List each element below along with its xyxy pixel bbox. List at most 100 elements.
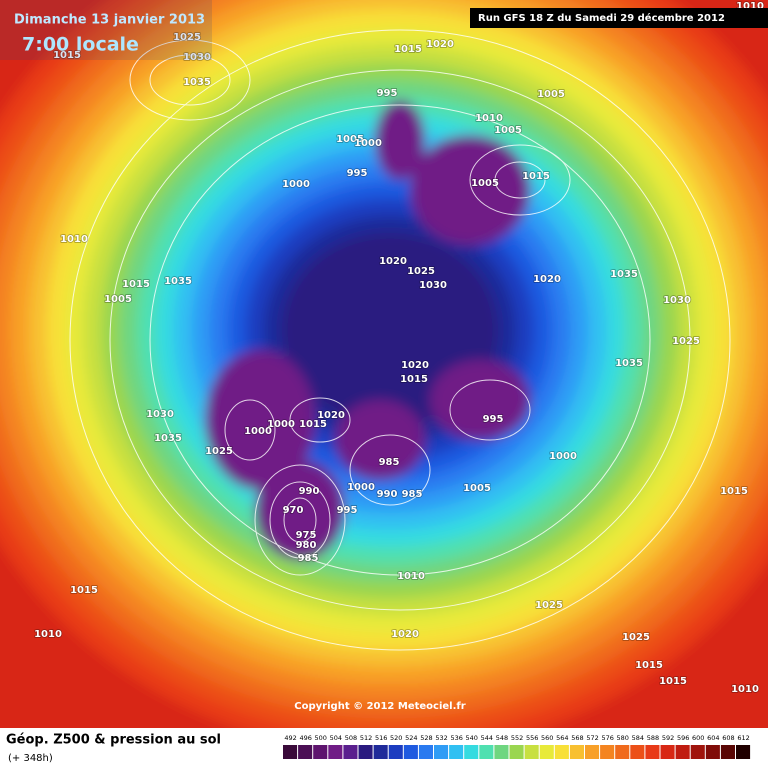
isobar-label: 1030 — [183, 52, 211, 63]
scale-label: 556 — [526, 734, 538, 742]
scale-label: 552 — [511, 734, 523, 742]
isobar-label: 1025 — [407, 266, 435, 277]
isobar-label: 975 — [296, 530, 317, 541]
isobar-label: 1010 — [397, 571, 425, 582]
color-scale: 492 496 500 504 508 512 516 520 524 528 532 536 540 5… — [283, 734, 751, 759]
scale-label: 492 — [284, 734, 296, 742]
scale-label: 584 — [632, 734, 644, 742]
run-box — [470, 8, 768, 28]
scale-label: 588 — [647, 734, 659, 742]
isobar-label: 1010 — [34, 629, 62, 640]
isobar-label: 1005 — [463, 483, 491, 494]
scale-swatch — [690, 745, 705, 759]
scale-swatch — [600, 745, 615, 759]
scale-swatch — [615, 745, 630, 759]
scale-swatch — [343, 745, 358, 759]
isobar-label: 985 — [298, 553, 319, 564]
scale-label: 524 — [405, 734, 417, 742]
scale-swatch — [539, 745, 554, 759]
scale-swatch — [630, 745, 645, 759]
isobar-label: 1010 — [475, 113, 503, 124]
scale-label: 600 — [692, 734, 704, 742]
isobar-label: 1035 — [610, 269, 638, 280]
low-core — [335, 400, 425, 480]
low-core — [410, 135, 530, 245]
isobar-label: 1005 — [336, 134, 364, 145]
scale-label: 576 — [601, 734, 613, 742]
isobar-label: 1020 — [426, 39, 454, 50]
copyright: Copyright © 2012 Meteociel.fr — [294, 701, 465, 712]
scale-label: 608 — [722, 734, 734, 742]
isobar-labels: 1025101510301035101510209951005101010051… — [33, 0, 764, 696]
scale-swatch — [569, 745, 584, 759]
isobar-label: 1015 — [394, 44, 422, 55]
scale-label: 560 — [541, 734, 553, 742]
isobar-label: 985 — [402, 489, 423, 500]
isobar-label: 1015 — [299, 419, 327, 430]
isobars — [69, 29, 731, 651]
scale-label: 520 — [390, 734, 402, 742]
scale-label: 548 — [496, 734, 508, 742]
isobar-label: 1020 — [533, 274, 561, 285]
isobar-label: 1025 — [205, 446, 233, 457]
scale-swatch — [509, 745, 524, 759]
isobar-label: 1015 — [400, 374, 428, 385]
isobar-label: 995 — [337, 505, 358, 516]
scale-label: 544 — [481, 734, 493, 742]
isobar-label: 1025 — [622, 632, 650, 643]
scale-label: 580 — [617, 734, 629, 742]
isobar-label: 985 — [379, 457, 400, 468]
isobar-label: 1010 — [731, 684, 759, 695]
isobar-label: 1030 — [419, 280, 447, 291]
isobar-label: 1000 — [244, 426, 272, 437]
isobar-label: 995 — [377, 88, 398, 99]
scale-label: 500 — [315, 734, 327, 742]
isobar-label: 1005 — [494, 125, 522, 136]
low-core — [255, 460, 345, 560]
scale-label: 532 — [435, 734, 447, 742]
scale-swatch — [705, 745, 720, 759]
isobar-label: 1025 — [535, 600, 563, 611]
title-box — [0, 0, 212, 60]
isobar-label: 1015 — [659, 676, 687, 687]
scale-swatch — [736, 745, 751, 759]
low-core — [375, 100, 425, 180]
isobar-label: 1000 — [347, 482, 375, 493]
isobar-label: 1005 — [471, 178, 499, 189]
scale-label: 508 — [345, 734, 357, 742]
isobar-label: 1005 — [537, 89, 565, 100]
isobar-label: 1015 — [635, 660, 663, 671]
isobar-label: 1020 — [401, 360, 429, 371]
scale-label: 592 — [662, 734, 674, 742]
isobar-label: 1015 — [53, 50, 81, 61]
scale-label: 512 — [360, 734, 372, 742]
isobar-label: 1020 — [379, 256, 407, 267]
scale-swatch — [720, 745, 735, 759]
scale-swatch — [358, 745, 373, 759]
isobar-label: 995 — [347, 168, 368, 179]
isobar-label: 1030 — [146, 409, 174, 420]
isobar-label: 1035 — [164, 276, 192, 287]
scale-label: 504 — [330, 734, 342, 742]
footer-title: Géop. Z500 & pression au sol — [6, 733, 221, 748]
lead-time: (+ 348h) — [8, 753, 53, 764]
scale-label: 572 — [586, 734, 598, 742]
scale-swatch — [524, 745, 539, 759]
scale-swatch — [298, 745, 313, 759]
isobar-label: 1000 — [549, 451, 577, 462]
isobar-label: 970 — [283, 505, 304, 516]
scale-swatch — [554, 745, 569, 759]
isobar-label: 1000 — [267, 419, 295, 430]
isobar-label: 1015 — [122, 279, 150, 290]
scale-swatch — [660, 745, 675, 759]
scale-swatch — [449, 745, 464, 759]
scale-swatch — [373, 745, 388, 759]
date: Dimanche 13 janvier 2013 — [14, 13, 205, 28]
time: 7:00 locale — [22, 34, 139, 56]
isobar-label: 1020 — [317, 410, 345, 421]
isobar-label: 1035 — [183, 77, 211, 88]
scale-label: 604 — [707, 734, 719, 742]
isobar-label: 1030 — [663, 295, 691, 306]
scale-label: 612 — [737, 734, 749, 742]
